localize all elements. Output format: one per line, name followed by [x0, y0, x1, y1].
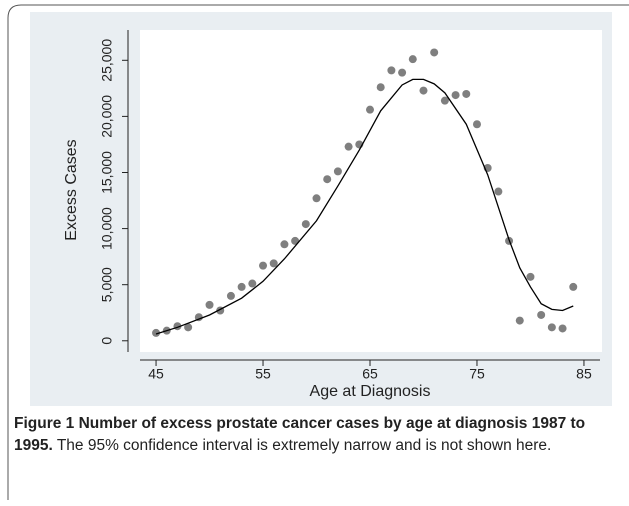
point — [280, 240, 289, 249]
point — [451, 91, 460, 100]
x-axis-title: Age at Diagnosis — [310, 383, 431, 400]
point — [152, 328, 161, 337]
point — [259, 261, 268, 270]
point — [558, 324, 567, 333]
y-tick-label: 25,000 — [99, 39, 115, 82]
caption: Figure 1 Number of excess prostate cance… — [14, 413, 614, 457]
point — [408, 55, 417, 64]
point — [526, 272, 535, 281]
y-tick-label: 0 — [99, 337, 115, 345]
y-axis-title: Excess Cases — [63, 139, 80, 240]
point — [387, 66, 396, 75]
point — [205, 300, 214, 309]
point — [344, 142, 353, 151]
x-tick-label: 55 — [255, 366, 271, 382]
x-tick-label: 45 — [148, 366, 164, 382]
point — [419, 86, 428, 95]
point — [226, 291, 235, 300]
point — [333, 167, 342, 176]
y-tick-label: 15,000 — [99, 151, 115, 194]
point — [547, 323, 556, 332]
plot-area — [140, 30, 602, 352]
point — [462, 89, 471, 98]
point — [237, 282, 246, 291]
point — [312, 194, 321, 203]
caption-bold: Figure 1 Number of excess prostate cance… — [14, 415, 586, 454]
y-tick-label: 20,000 — [99, 95, 115, 138]
point — [184, 323, 193, 332]
y-tick-label: 5,000 — [99, 267, 115, 302]
y-tick-label: 10,000 — [99, 207, 115, 250]
point — [366, 105, 374, 114]
frame — [7, 4, 629, 500]
point — [301, 220, 310, 229]
point — [515, 316, 524, 325]
caption-text: The 95% confidence interval is extremely… — [52, 437, 552, 454]
point — [537, 310, 546, 319]
point — [269, 259, 278, 268]
x-tick-label: 75 — [469, 366, 485, 382]
point — [248, 279, 257, 288]
point — [569, 282, 578, 291]
point — [376, 83, 385, 92]
fit-line — [155, 78, 574, 335]
point — [323, 175, 332, 184]
point — [494, 187, 503, 196]
point — [430, 48, 439, 57]
point — [472, 120, 481, 129]
x-tick-label: 65 — [362, 366, 378, 382]
point — [440, 96, 449, 105]
x-tick-label: 85 — [576, 366, 592, 382]
point — [398, 68, 407, 77]
